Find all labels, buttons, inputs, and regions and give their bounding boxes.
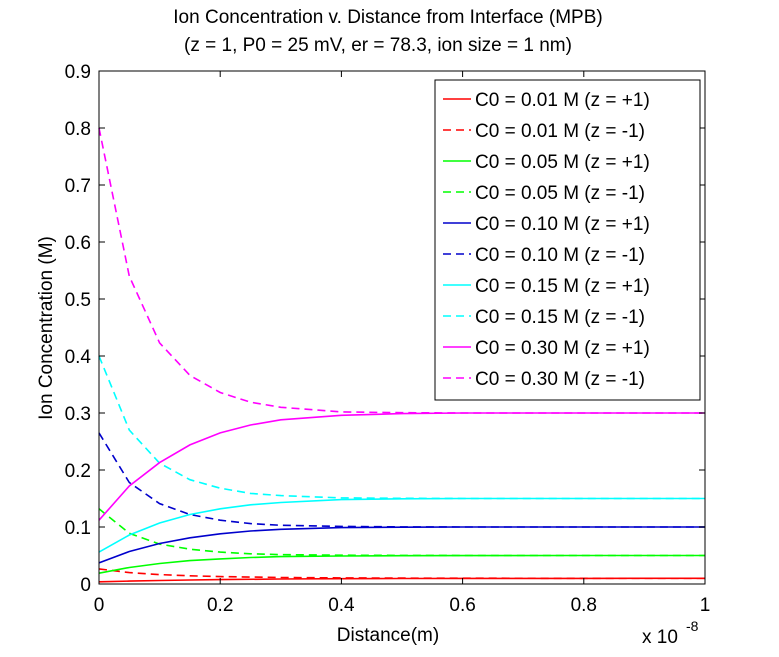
series-line-4: [98, 508, 705, 557]
ticks-layer: 0 0.2 0.4 0.6 0.8 1 0 0.1 0.2 0.3 0.4 0.5 0.6 0.7 0.8 0…: [65, 62, 711, 616]
x-tick-label: 0.4: [328, 595, 355, 616]
legend-entry-label: C0 = 0.10 M (z = -1): [475, 245, 645, 266]
y-tick-label: 0.9: [65, 62, 91, 83]
x-axis-label: Distance(m): [337, 625, 439, 646]
series-line-7: [98, 497, 705, 553]
legend-entry-label: C0 = 0.15 M (z = +1): [475, 276, 650, 297]
y-tick-label: 0.5: [65, 290, 91, 311]
series-line-8: [98, 355, 705, 500]
series-line-9: [98, 412, 705, 521]
legend-entry-label: C0 = 0.30 M (z = +1): [475, 338, 650, 359]
y-tick-label: 0.3: [65, 404, 91, 425]
y-tick-label: 0.8: [65, 119, 91, 140]
y-tick-label: 0.2: [65, 461, 91, 482]
legend-entry-label: C0 = 0.05 M (z = +1): [475, 152, 650, 173]
axes-box: [98, 70, 706, 585]
x-axis-multiplier-exponent: -8: [686, 618, 699, 634]
series-line-10: [98, 127, 705, 414]
x-tick-label: 1: [700, 595, 711, 616]
y-tick-label: 0.7: [65, 176, 91, 197]
series-line-2: [98, 568, 705, 580]
chart-subtitle: (z = 1, P0 = 25 mV, er = 78.3, ion size …: [184, 35, 572, 56]
x-tick-label: 0.8: [571, 595, 597, 616]
legend-entry-label: C0 = 0.30 M (z = -1): [475, 369, 645, 390]
x-axis-multiplier: x 10: [642, 627, 678, 648]
chart-title: Ion Concentration v. Distance from Inter…: [173, 7, 602, 28]
series-layer: [98, 127, 706, 583]
y-tick-label: 0.1: [65, 518, 91, 539]
legend: C0 = 0.01 M (z = +1) C0 = 0.01 M (z = -1)…: [434, 79, 701, 401]
legend-entry-label: C0 = 0.10 M (z = +1): [475, 214, 650, 235]
x-tick-label: 0.6: [449, 595, 475, 616]
y-tick-label: 0.6: [65, 233, 91, 254]
y-tick-label: 0.4: [65, 347, 92, 368]
x-tick-label: 0.2: [207, 595, 233, 616]
legend-entry-label: C0 = 0.05 M (z = -1): [475, 183, 645, 204]
y-axis-label: Ion Concentration (M): [36, 236, 57, 420]
x-tick-label: 0: [94, 595, 105, 616]
series-line-6: [98, 432, 705, 528]
legend-box: [434, 79, 701, 401]
legend-entry-label: C0 = 0.15 M (z = -1): [475, 307, 645, 328]
legend-entry-label: C0 = 0.01 M (z = -1): [475, 121, 645, 142]
y-tick-label: 0: [80, 575, 91, 596]
legend-entry-label: C0 = 0.01 M (z = +1): [475, 90, 650, 111]
